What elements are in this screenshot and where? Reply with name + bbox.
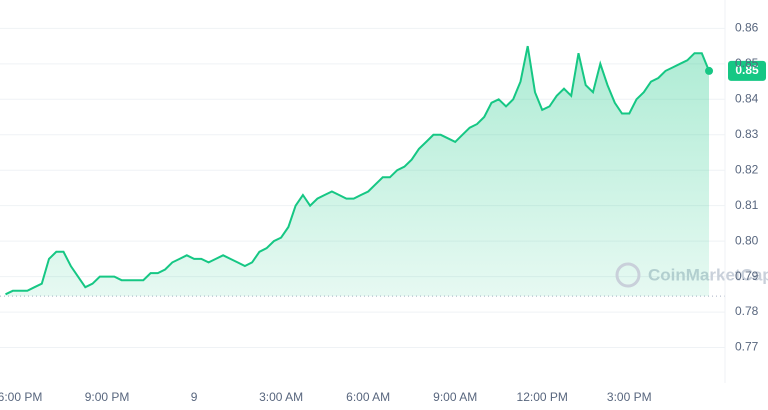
y-tick-label: 0.77	[735, 340, 759, 354]
y-tick-label: 0.79	[735, 269, 759, 283]
y-tick-label: 0.83	[735, 127, 759, 141]
x-tick-label: 9	[191, 390, 198, 404]
current-price-box	[728, 60, 766, 81]
x-tick-label: 3:00 PM	[607, 390, 652, 404]
x-tick-label: 3:00 AM	[259, 390, 303, 404]
y-tick-label: 0.80	[735, 233, 759, 247]
y-tick-label: 0.85	[735, 56, 759, 70]
plot: 0.85	[0, 45, 766, 297]
y-tick-label: 0.78	[735, 304, 759, 318]
current-price-label: 0.85	[735, 63, 759, 77]
y-tick-label: 0.84	[735, 91, 759, 105]
current-dot	[705, 66, 714, 75]
y-tick-label: 0.81	[735, 198, 759, 212]
watermark-logo	[615, 262, 641, 288]
x-tick-label: 12:00 PM	[517, 390, 568, 404]
price-area	[5, 46, 710, 297]
x-tick-label: 9:00 PM	[85, 390, 130, 404]
y-tick-label: 0.82	[735, 162, 759, 176]
x-tick-label: 6:00 AM	[346, 390, 390, 404]
price-line	[5, 45, 710, 296]
x-tick-label: 6:00 PM	[0, 390, 42, 404]
x-tick-label: 9:00 AM	[433, 390, 477, 404]
y-tick-label: 0.86	[735, 21, 759, 35]
